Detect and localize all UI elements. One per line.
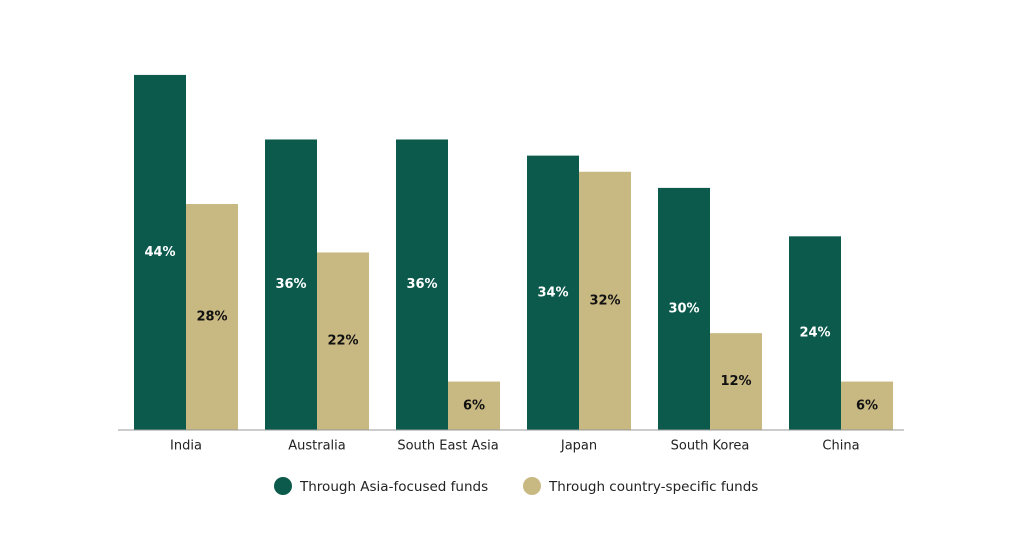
bar (134, 74, 186, 431)
value-label: 22% (327, 334, 358, 349)
legend-swatch (523, 477, 541, 495)
bar (317, 252, 369, 430)
value-label: 6% (463, 398, 485, 413)
x-tick-label: Australia (288, 439, 346, 454)
bar (265, 139, 317, 431)
bar (658, 187, 710, 430)
value-label: 44% (144, 245, 175, 260)
bar (579, 171, 631, 430)
value-label: 36% (275, 277, 306, 292)
x-tick-label: South Korea (671, 439, 750, 454)
bar (186, 204, 238, 430)
legend-label: Through country-specific funds (548, 479, 758, 495)
x-tick-label: Japan (560, 439, 597, 454)
bar (396, 139, 448, 431)
value-label: 32% (589, 293, 620, 308)
value-label: 28% (196, 310, 227, 325)
x-tick-label: India (170, 439, 202, 454)
value-label: 34% (537, 285, 568, 300)
bar (527, 155, 579, 430)
x-tick-label: South East Asia (397, 439, 498, 454)
value-label: 30% (668, 301, 699, 316)
value-label: 6% (856, 398, 878, 413)
value-label: 36% (406, 277, 437, 292)
value-label: 12% (720, 374, 751, 389)
value-label: 24% (799, 326, 830, 341)
bar (710, 333, 762, 430)
x-tick-label: China (822, 439, 859, 454)
bar (448, 381, 500, 430)
bar (789, 236, 841, 430)
legend-swatch (274, 477, 292, 495)
legend-label: Through Asia-focused funds (299, 479, 488, 495)
bar (841, 381, 893, 430)
